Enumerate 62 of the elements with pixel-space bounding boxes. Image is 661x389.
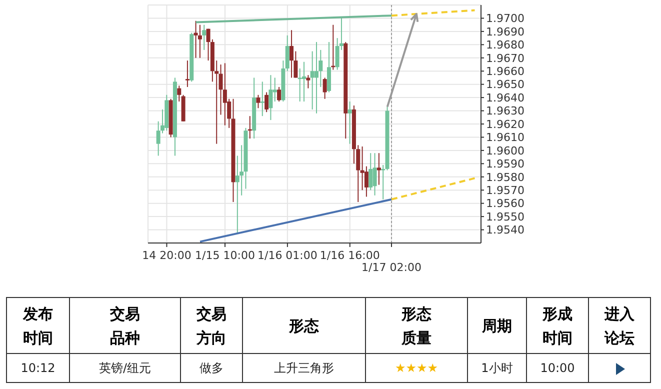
candlestick — [194, 20, 198, 58]
candlestick — [285, 34, 290, 72]
candlestick — [177, 85, 182, 102]
candlestick — [376, 152, 381, 186]
candlestick — [306, 74, 310, 89]
x-tick-label: 14 20:00 — [142, 249, 192, 262]
y-tick-label: 1.9600 — [486, 144, 524, 158]
text: 10:12 — [6, 354, 70, 382]
text: 英镑/纽元 — [70, 354, 180, 382]
text: 上升三角形 — [242, 354, 366, 382]
y-tick-label: 1.9700 — [486, 12, 524, 26]
candlestick — [268, 74, 273, 121]
text: ★★★★ — [366, 354, 468, 382]
candlestick — [264, 92, 269, 113]
text: 10:00 — [526, 354, 588, 382]
y-tick-label: 1.9620 — [486, 118, 524, 131]
x-tick-label: 1/17 02:00 — [362, 261, 422, 274]
candlestick — [310, 50, 314, 110]
y-tick-label: 1.9570 — [486, 184, 524, 198]
candlestick — [290, 30, 294, 78]
candlestick — [372, 152, 377, 196]
candlestick — [185, 60, 190, 88]
candlestick — [302, 61, 306, 102]
candlestick — [260, 81, 264, 117]
candlestick — [222, 62, 227, 126]
candlestick — [277, 86, 282, 102]
y-tick-label: 1.9580 — [486, 170, 524, 184]
candlestick — [348, 101, 352, 144]
text: 做多 — [180, 354, 242, 382]
y-tick-label: 1.9650 — [486, 78, 524, 92]
x-tick-label: 1/15 10:00 — [195, 249, 255, 262]
candlestick — [256, 94, 260, 109]
candlestick — [326, 42, 331, 93]
y-tick-label: 1.9640 — [486, 91, 524, 104]
text: 周期 — [481, 316, 513, 336]
text: 形态 — [288, 316, 320, 336]
y-tick-label: 1.9680 — [486, 38, 524, 52]
y-tick-label: 1.9550 — [486, 210, 524, 224]
y-tick-label: 1.9660 — [486, 65, 524, 78]
text: 形态质量 — [400, 304, 432, 348]
candlestick — [198, 24, 202, 58]
text: 进入论坛 — [604, 304, 636, 348]
candlestick — [202, 24, 206, 50]
text: 形成时间 — [542, 304, 574, 348]
x-tick-label: 1/16 01:00 — [257, 249, 318, 262]
text: 交易品种 — [109, 304, 141, 348]
y-tick-label: 1.9560 — [486, 197, 524, 210]
candlestick — [368, 152, 373, 191]
text: 发布时间 — [22, 304, 54, 348]
y-tick-label: 1.9670 — [486, 52, 524, 65]
text: 1小时 — [468, 354, 526, 382]
y-tick-label: 1.9590 — [486, 158, 524, 171]
y-tick-label: 1.9610 — [486, 131, 524, 144]
text: 交易方向 — [196, 304, 228, 348]
candlestick — [314, 42, 318, 114]
y-tick-label: 1.9540 — [486, 224, 524, 237]
x-tick-label: 1/16 16:00 — [320, 249, 380, 262]
candlestick — [381, 164, 386, 200]
candlestick — [322, 77, 327, 100]
y-tick-label: 1.9690 — [486, 25, 524, 38]
candlestick — [298, 68, 302, 102]
y-tick-label: 1.9630 — [486, 104, 524, 118]
